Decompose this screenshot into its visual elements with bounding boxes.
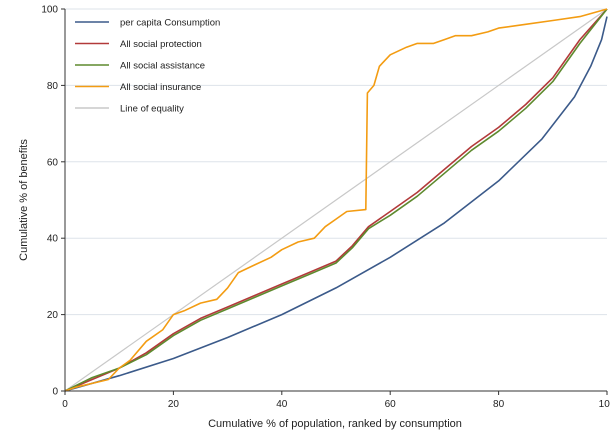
series-line-all-social-assistance	[64, 8, 608, 392]
x-tick-label-1: 20	[168, 399, 180, 410]
series-line-all-social-insurance	[64, 8, 608, 392]
legend-label-all-social-insurance: All social insurance	[120, 82, 201, 93]
legend-label-all-social-protection: All social protection	[120, 39, 202, 50]
y-axis-label: Cumulative % of benefits	[18, 139, 30, 261]
x-axis-label: Cumulative % of population, ranked by co…	[208, 418, 462, 430]
legend-label-per-capita-consumption: per capita Consumption	[120, 18, 220, 29]
legend-label-line-of-equality: Line of equality	[120, 104, 184, 115]
y-tick-label-2: 40	[47, 234, 59, 245]
x-tick-label-0: 0	[62, 399, 68, 410]
series-line-all-social-protection	[64, 8, 608, 392]
series-line-line-of-equality	[64, 8, 608, 392]
legend: per capita Consumption All social protect…	[75, 18, 220, 115]
y-tick-label-5: 100	[41, 5, 58, 16]
y-tick-label-0: 0	[52, 387, 58, 398]
x-tick-label-2: 40	[276, 399, 288, 410]
x-tick-label-5: 100	[599, 399, 610, 410]
x-tick-label-4: 80	[493, 399, 505, 410]
x-tick-label-3: 60	[385, 399, 397, 410]
series-line-per-capita-consumption	[64, 16, 608, 392]
y-tick-label-1: 20	[47, 310, 59, 321]
y-tick-label-3: 60	[47, 157, 59, 168]
series-lines	[64, 8, 608, 392]
legend-label-all-social-assistance: All social assistance	[120, 61, 205, 72]
axes: 0 20 40 60 80 100 0 20 40 60 80 100	[41, 5, 610, 411]
y-tick-label-4: 80	[47, 81, 59, 92]
